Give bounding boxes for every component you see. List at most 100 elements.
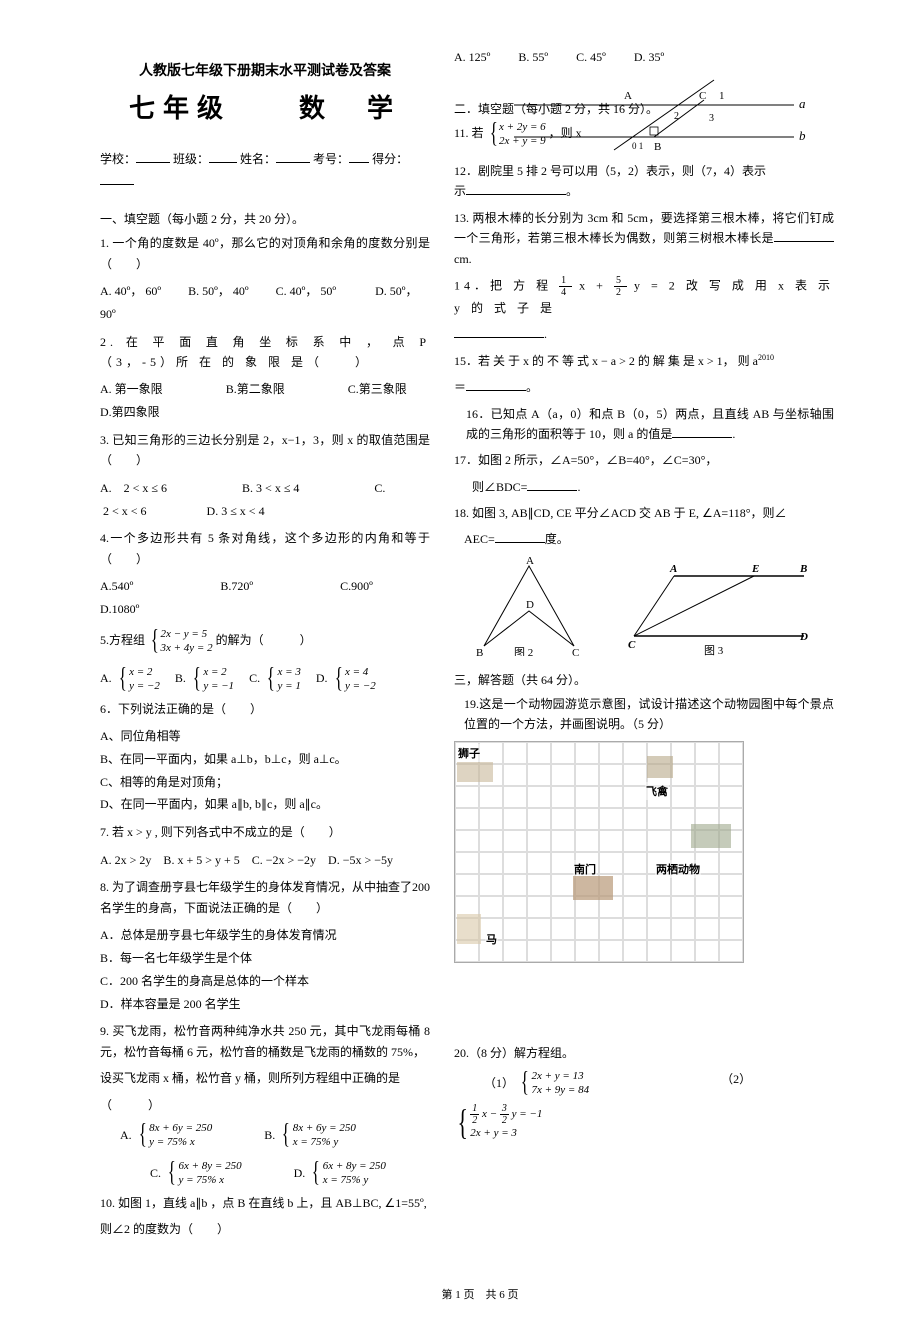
q1: 1. 一个角的度数是 40º，那么它的对顶角和余角的度数分别是（ ） xyxy=(100,233,430,274)
grid-cell xyxy=(575,764,599,786)
q9c2: y = 75% x xyxy=(178,1173,241,1187)
fig1-1: 1 xyxy=(719,90,725,102)
q10c: C. 45º xyxy=(576,50,606,65)
fig1-b: b xyxy=(799,128,806,143)
q10-2: 则∠2 的度数为（ ） xyxy=(100,1219,430,1239)
grid-cell xyxy=(527,764,551,786)
grid-cell xyxy=(503,786,527,808)
q14f2d: 2 xyxy=(614,287,627,298)
fig2-label: 图 2 xyxy=(514,646,533,656)
grid-cell xyxy=(623,830,647,852)
q4a: A.540º xyxy=(100,579,133,593)
fig3-E: E xyxy=(751,563,759,575)
q9: 9. 买飞龙雨，松竹音两种纯净水共 250 元，其中飞龙雨每桶 8元，松竹音每桶… xyxy=(100,1021,430,1062)
q10a: A. 125º xyxy=(454,50,490,65)
q4c: C.900º xyxy=(340,579,373,593)
zoo-amph: 两栖动物 xyxy=(655,860,701,878)
q20-row: （1） { 2x + y = 13 7x + 9y = 84 （2） xyxy=(454,1069,834,1097)
grid-cell xyxy=(623,918,647,940)
q9b2: x = 75% y xyxy=(293,1135,356,1149)
grid-cell xyxy=(479,852,503,874)
q5-opts: A.{x = 2y = −2 B.{x = 2y = −1 C.{x = 3y … xyxy=(100,665,430,693)
q6a: A、同位角相等 xyxy=(100,725,430,748)
q9-3: （ ） xyxy=(100,1095,430,1115)
grid-cell xyxy=(527,874,551,896)
grid-cell xyxy=(647,918,671,940)
q12: 12．剧院里 5 排 2 号可以用（5，2）表示，则（7，4）表示 示。 xyxy=(454,161,834,202)
grid-cell xyxy=(551,830,575,852)
fig3-label: 图 3 xyxy=(704,644,724,656)
grid-cell xyxy=(695,764,719,786)
grid-cell xyxy=(695,896,719,918)
label-id: 考号： xyxy=(313,152,349,166)
zoo-img-gate xyxy=(573,876,613,900)
grid-cell xyxy=(671,786,695,808)
grid-cell xyxy=(551,786,575,808)
q15-2: ＝。 xyxy=(454,377,834,397)
grid-cell xyxy=(455,874,479,896)
fig3-D: D xyxy=(799,631,808,643)
grid-cell xyxy=(719,764,743,786)
q20-1a: 2x + y = 13 xyxy=(531,1069,589,1083)
q2a: A. 第一象限 xyxy=(100,382,163,396)
q1-opts: A. 40º， 60º B. 50º， 40º C. 40º， 50º D. 5… xyxy=(100,280,430,326)
q9b1: 8x + 6y = 250 xyxy=(293,1121,356,1135)
q202end: y = −1 xyxy=(512,1108,543,1120)
q10d: D. 35º xyxy=(634,50,664,65)
grid-cell xyxy=(671,940,695,962)
q3: 3. 已知三角形的三边长分别是 2，x−1，3，则 x 的取值范围是（ ） xyxy=(100,430,430,471)
q3-opts: A. 2 < x ≤ 6 B. 3 < x ≤ 4 C. C. 2 < x < … xyxy=(100,477,430,523)
zoo-lion: 狮子 xyxy=(457,744,481,762)
q15-sup: 2010 xyxy=(758,353,774,362)
q12-text: 12．剧院里 5 排 2 号可以用（5，2）表示，则（7，4）表示 xyxy=(454,164,766,178)
grid-cell xyxy=(575,742,599,764)
grid-cell xyxy=(503,764,527,786)
q15: 15．若 关 于 x 的 不 等 式 x − a > 2 的 解 集 是 x >… xyxy=(454,351,834,371)
q1c: C. 40º， 50º xyxy=(276,284,336,298)
grid-cell xyxy=(455,808,479,830)
q8a: A．总体是册亨县七年级学生的身体发育情况 xyxy=(100,924,430,947)
grid-cell xyxy=(719,852,743,874)
q9-opts: A.{8x + 6y = 250y = 75% x B.{8x + 6y = 2… xyxy=(100,1121,430,1187)
fig1-wrap: A C 1 a b B 2 3 0 1 二．填空题（每小题 2 分，共 16 分… xyxy=(454,75,834,155)
title-sub: 七年级 数 学 xyxy=(100,88,430,125)
grid-cell xyxy=(551,940,575,962)
grid-cell xyxy=(527,742,551,764)
fig2: A D B C 图 2 xyxy=(454,556,604,659)
q5d2: y = −2 xyxy=(345,679,376,693)
q20-1b: 7x + 9y = 84 xyxy=(531,1083,589,1097)
q15-eq: ＝ xyxy=(454,380,466,394)
grid-cell xyxy=(647,896,671,918)
grid-cell xyxy=(551,764,575,786)
q16-end: . xyxy=(732,427,735,441)
q16: 16．已知点 A（a，0）和点 B（0，5）两点，且直线 AB 与坐标轴围成的三… xyxy=(454,404,834,445)
grid-cell xyxy=(455,852,479,874)
q14f1n: 1 xyxy=(559,275,572,287)
grid-cell xyxy=(599,808,623,830)
q202mid: x − xyxy=(482,1108,497,1120)
grid-cell xyxy=(479,896,503,918)
grid-cell xyxy=(647,808,671,830)
grid-cell xyxy=(551,918,575,940)
left-column: 人教版七年级下册期末水平测试卷及答案 七年级 数 学 学校： 班级： 姓名： 考… xyxy=(100,40,430,1246)
q7-opts: A. 2x > 2y B. x + 5 > y + 5 C. −2x > −2y… xyxy=(100,849,430,872)
q2: 2. 在 平 面 直 角 坐 标 系 中 ， 点 P（3，-5）所 在 的 象 … xyxy=(100,332,430,373)
label-school: 学校： xyxy=(100,152,136,166)
grid-cell xyxy=(575,918,599,940)
q5c1: x = 3 xyxy=(278,665,301,679)
q3a: A. 2 < x ≤ 6 xyxy=(100,481,167,495)
q4b: B.720º xyxy=(220,579,253,593)
q5-eq1: 2x − y = 5 xyxy=(160,627,212,641)
q5a1: x = 2 xyxy=(129,665,160,679)
q9d2: x = 75% y xyxy=(323,1173,386,1187)
q5-suffix: 的解为（ ） xyxy=(216,632,312,646)
grid-cell xyxy=(575,830,599,852)
grid-cell xyxy=(695,742,719,764)
grid-cell xyxy=(719,742,743,764)
q2c: C.第三象限 xyxy=(348,382,407,396)
q4d: D.1080º xyxy=(100,602,139,616)
grid-cell xyxy=(599,786,623,808)
grid-cell xyxy=(527,918,551,940)
q3b: B. 3 < x ≤ 4 xyxy=(242,481,299,495)
q5-prefix: 5.方程组 xyxy=(100,632,145,646)
